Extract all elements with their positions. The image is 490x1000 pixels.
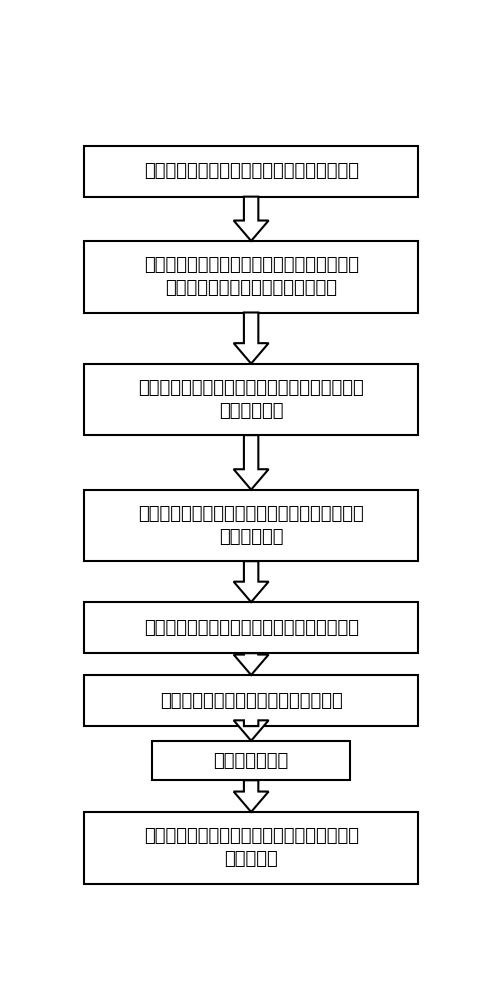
- Text: 以所述目标坐标序列为基准，计算目标位移值: 以所述目标坐标序列为基准，计算目标位移值: [144, 619, 359, 637]
- Bar: [84, 146, 418, 197]
- Text: 获取至少两组继电器静触头运动过程的图片集: 获取至少两组继电器静触头运动过程的图片集: [144, 162, 359, 180]
- Bar: [84, 241, 418, 312]
- Text: 利用所述目标位移值，计算压力计算值: 利用所述目标位移值，计算压力计算值: [160, 692, 343, 710]
- Polygon shape: [234, 653, 269, 675]
- Text: 利用所述静触头模板遍历三张不同状态的图片，
确定目的区域: 利用所述静触头模板遍历三张不同状态的图片， 确定目的区域: [138, 379, 364, 420]
- Polygon shape: [234, 720, 269, 741]
- Bar: [84, 490, 418, 561]
- Bar: [84, 812, 418, 884]
- Bar: [152, 741, 350, 780]
- Polygon shape: [234, 561, 269, 602]
- Bar: [84, 602, 418, 653]
- Polygon shape: [234, 312, 269, 364]
- Bar: [84, 675, 418, 726]
- Text: 跟踪所述目的区域范围内静触头运动轨迹，提取
目标坐标序列: 跟踪所述目的区域范围内静触头运动轨迹，提取 目标坐标序列: [138, 505, 364, 546]
- Text: 获取每组所述图片集中的静触头模板以及任一
组所述图片集中三张不同状态的图片: 获取每组所述图片集中的静触头模板以及任一 组所述图片集中三张不同状态的图片: [144, 256, 359, 297]
- Text: 获取人工实测值: 获取人工实测值: [214, 752, 289, 770]
- Polygon shape: [234, 780, 269, 812]
- Text: 拟合压力计算值和相应的人工实测值，获得压
力测量模型: 拟合压力计算值和相应的人工实测值，获得压 力测量模型: [144, 827, 359, 868]
- Polygon shape: [234, 435, 269, 490]
- Polygon shape: [234, 197, 269, 241]
- Bar: [84, 364, 418, 435]
